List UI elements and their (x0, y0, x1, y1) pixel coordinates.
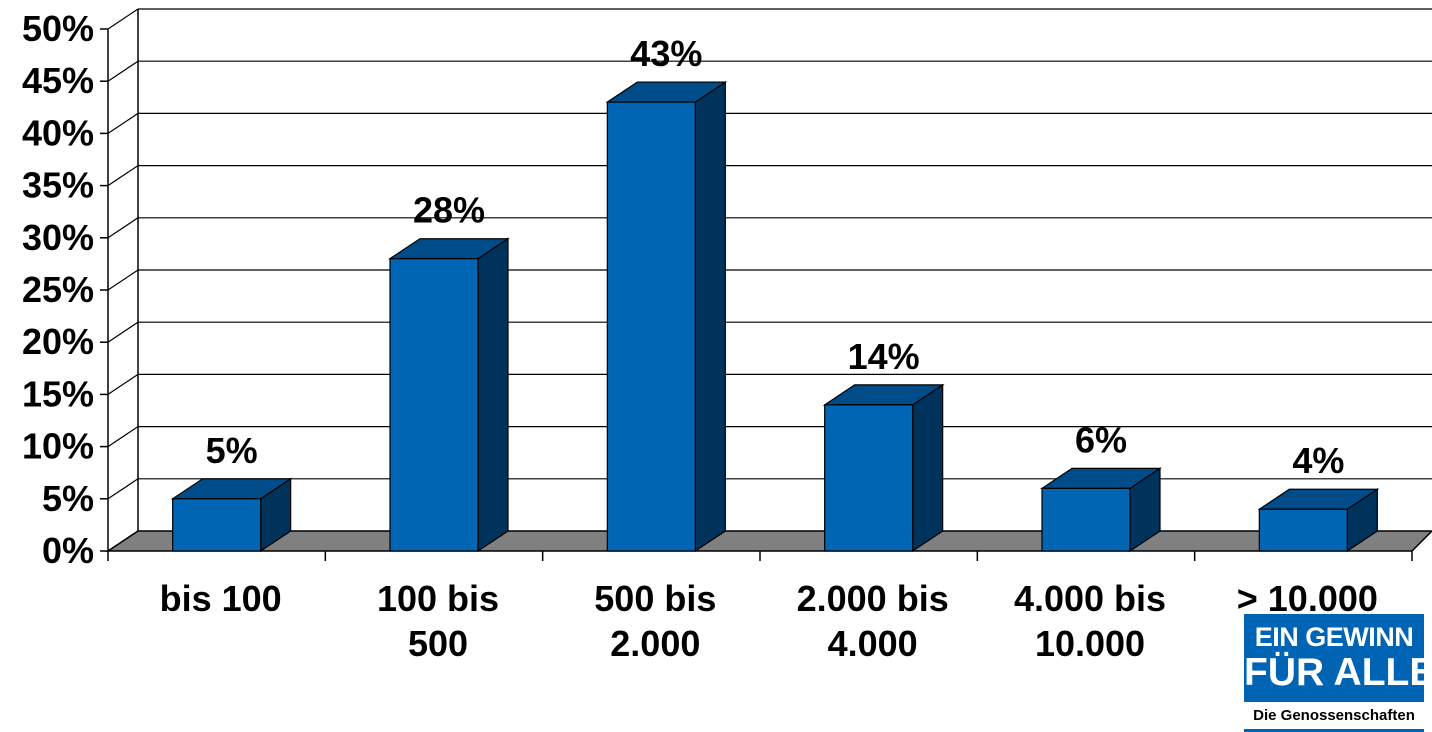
y-tick-label: 0% (42, 530, 94, 571)
bar (388, 237, 510, 553)
data-label: 5% (206, 430, 258, 471)
bar (1040, 467, 1162, 553)
bar (822, 383, 945, 553)
y-tick-label: 10% (22, 426, 94, 467)
x-tick-label: 10.000 (1035, 623, 1145, 664)
data-label: 14% (848, 336, 920, 377)
data-labels: 5% 28% 43% 14% 6% 4% (206, 33, 1345, 481)
y-tick-label: 45% (22, 60, 94, 101)
x-tick-label: bis 100 (160, 578, 282, 619)
x-tick-label: 4.000 (828, 623, 918, 664)
gridline-depth (107, 426, 139, 448)
logo: EIN GEWINN FÜR ALLE Die Genossenschaften (1244, 614, 1432, 732)
x-tick-label: 500 (408, 623, 468, 664)
data-label: 28% (413, 190, 485, 231)
gridline-depth (107, 8, 139, 30)
x-tick-label: 4.000 bis (1014, 578, 1166, 619)
bars (170, 80, 1380, 553)
data-label: 43% (630, 33, 702, 74)
gridline-depth (107, 478, 139, 500)
y-tick-label: 50% (22, 8, 94, 49)
x-tick-label: 100 bis (377, 578, 499, 619)
y-tick-label: 35% (22, 165, 94, 206)
x-tick-label: 500 bis (594, 578, 716, 619)
logo-line2: FÜR ALLE (1244, 651, 1432, 694)
gridline-depth (107, 165, 139, 187)
bar-front (606, 101, 696, 552)
y-axis-tick-labels: 0% 5% 10% 15% 20% 25% 30% 35% 40% 45% 50% (22, 8, 94, 571)
gridline-depth (107, 112, 139, 134)
gridline-depth (107, 269, 139, 291)
y-tick-label: 30% (22, 217, 94, 258)
chart-floor (105, 530, 1432, 552)
logo-tagline: Die Genossenschaften (1244, 702, 1424, 732)
bar (170, 477, 293, 553)
bar-front (172, 498, 262, 552)
gridline-depth (107, 321, 139, 343)
x-tick-label: > 10.000 (1237, 578, 1378, 619)
bar-front (1041, 487, 1131, 552)
x-tick-label: 2.000 (610, 623, 700, 664)
gridline-depth (107, 217, 139, 239)
gridline-depth (107, 373, 139, 395)
floor-plane (105, 530, 1432, 552)
logo-badge: EIN GEWINN FÜR ALLE (1244, 614, 1432, 702)
bar-front (389, 258, 479, 552)
y-tick-label: 40% (22, 112, 94, 153)
bar-side (694, 80, 726, 553)
bar (605, 80, 728, 553)
bar-front (824, 404, 914, 552)
gridlines (107, 8, 1432, 552)
gridline-depth (107, 60, 139, 82)
axes (100, 9, 1413, 561)
x-tick-label: 2.000 bis (797, 578, 949, 619)
y-tick-label: 5% (42, 478, 94, 519)
y-tick-label: 15% (22, 373, 94, 414)
bar (1257, 488, 1380, 553)
bar-front (1258, 508, 1348, 552)
bar-side (477, 237, 509, 553)
bar-side (912, 383, 944, 553)
y-tick-label: 20% (22, 321, 94, 362)
y-tick-label: 25% (22, 269, 94, 310)
data-label: 4% (1292, 440, 1344, 481)
data-label: 6% (1075, 419, 1127, 460)
logo-line1: EIN GEWINN (1254, 622, 1414, 652)
